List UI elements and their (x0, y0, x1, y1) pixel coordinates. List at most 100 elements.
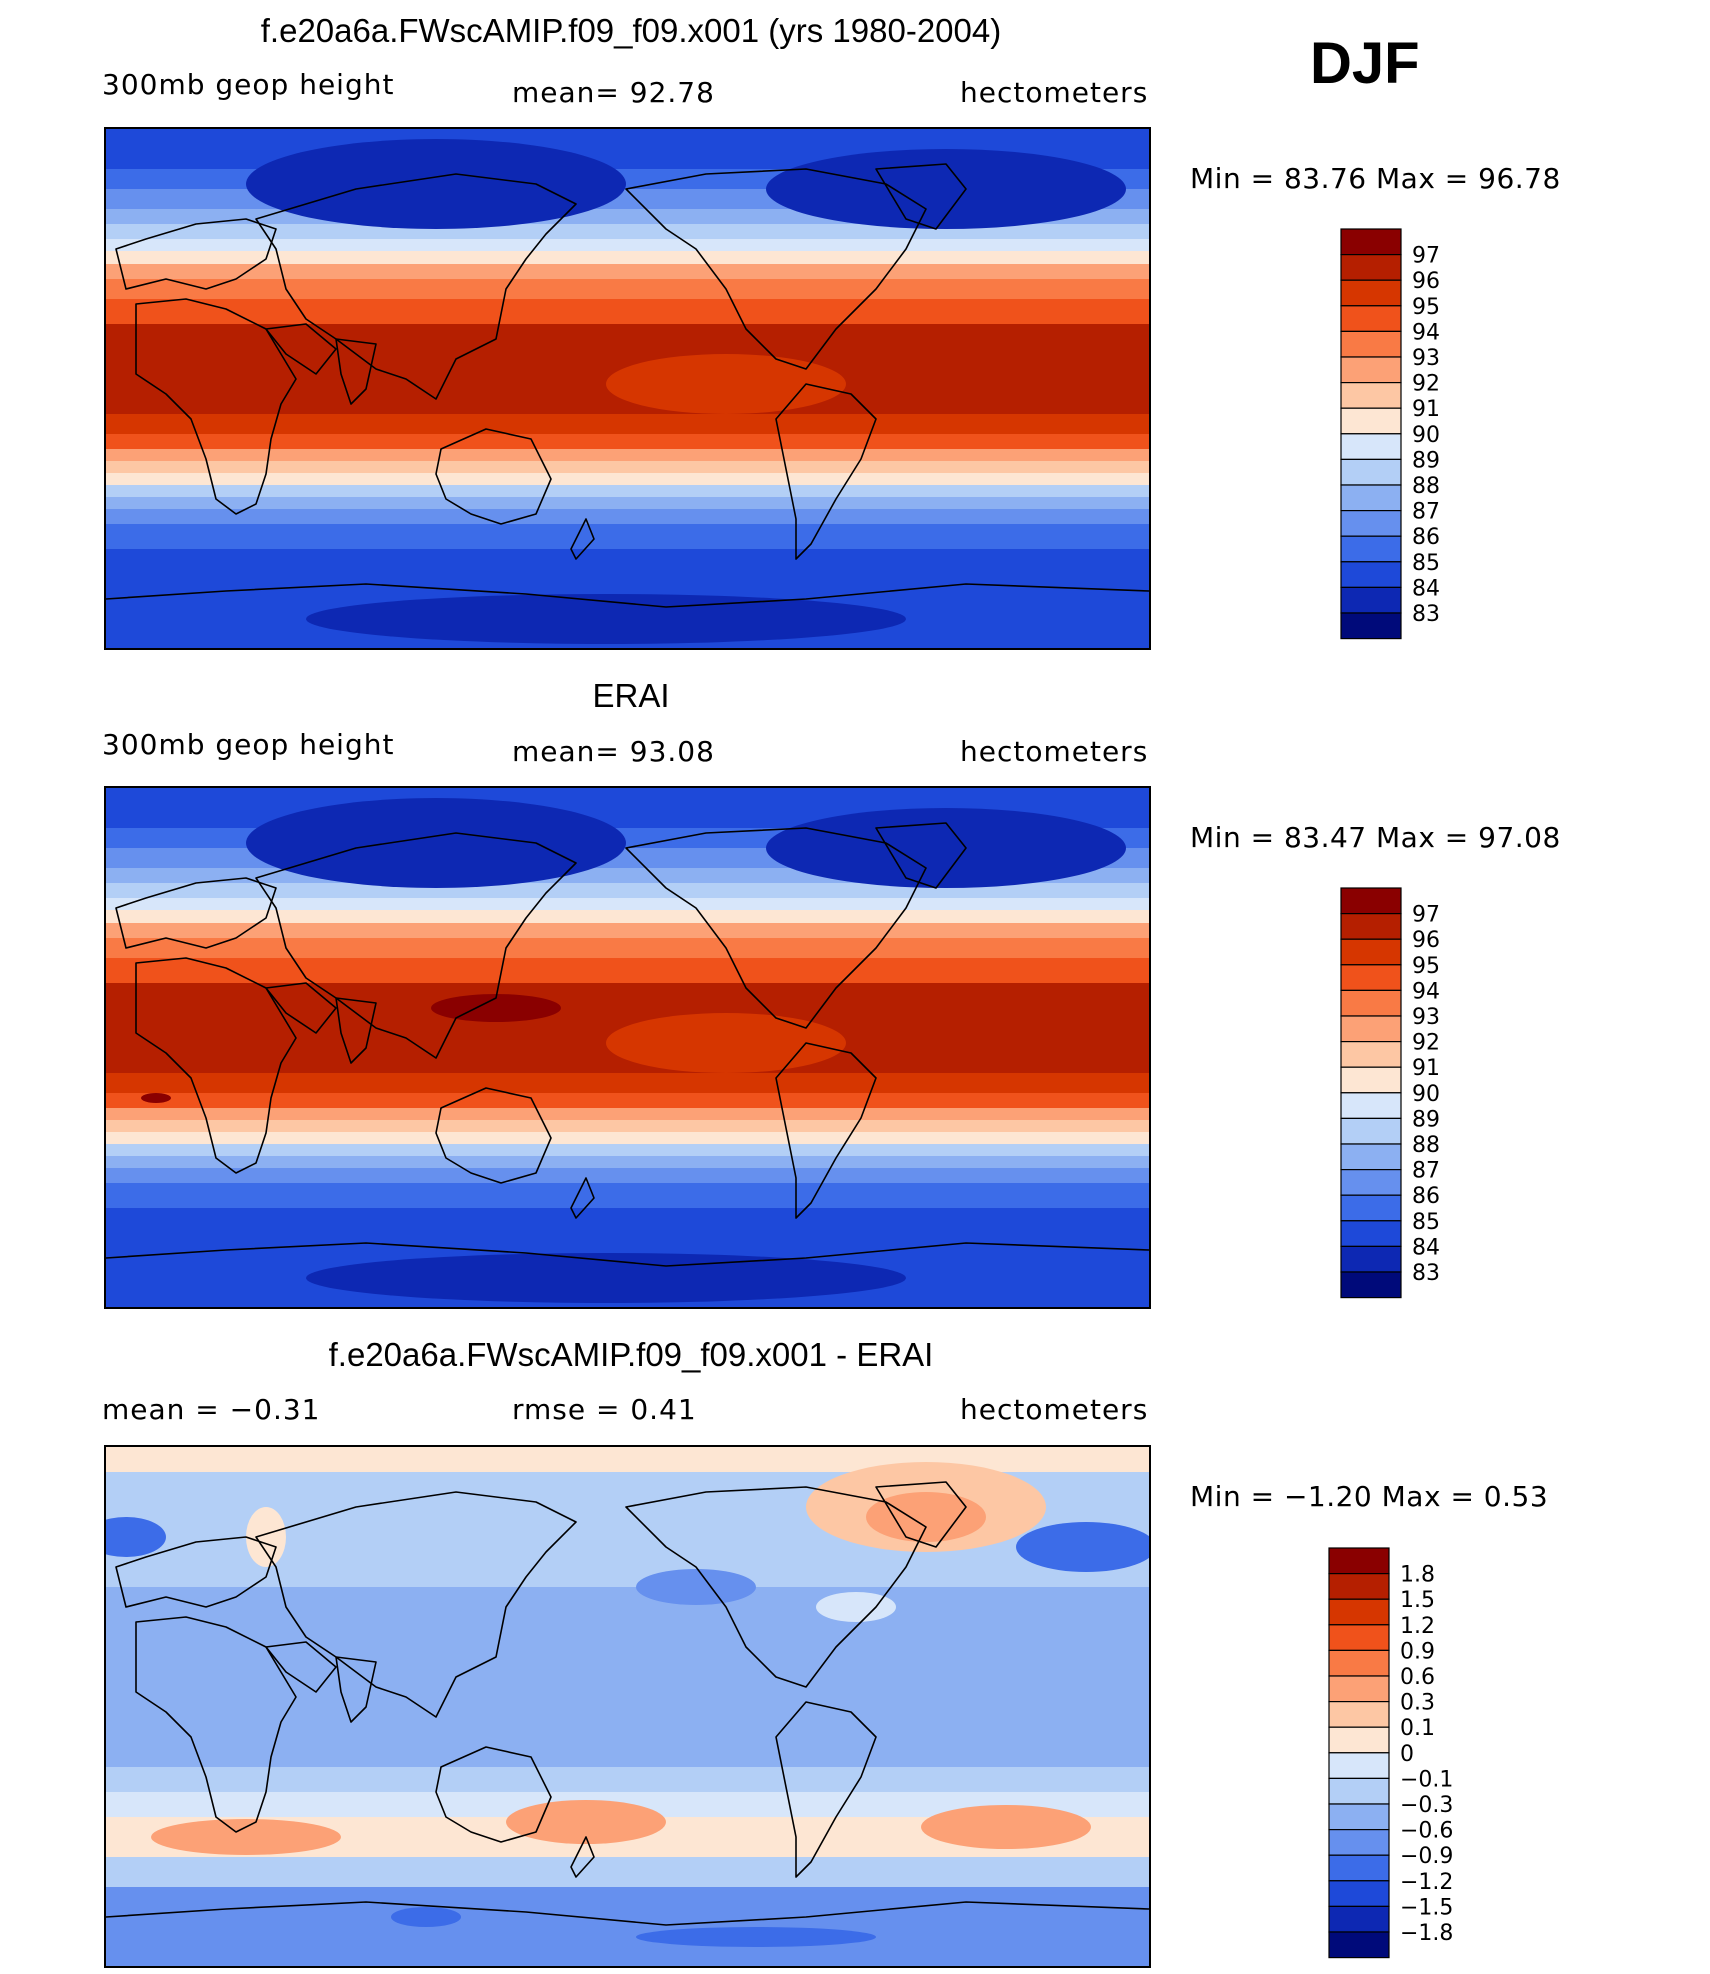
contour-band (106, 264, 1149, 279)
coastline-newzealand (570, 518, 595, 560)
panel-3-colorbar: 1.8 1.5 1.2 0.9 0.6 0.3 0.1 0 −0.1 −0.3 −0.6 −0.9 −1… (1328, 1547, 1478, 1961)
coastline-australia (435, 1746, 552, 1843)
colorbar-swatch (1340, 1066, 1402, 1094)
coastlines (106, 822, 1149, 1267)
panel-3-mean-label: mean = −0.31 (102, 1393, 321, 1426)
coastline-northamerica (625, 827, 927, 1029)
colorbar-swatch (1328, 1854, 1390, 1882)
colorbar-swatch (1340, 254, 1402, 281)
coastline-southamerica (775, 1701, 877, 1878)
colorbar-swatch (1328, 1649, 1390, 1677)
coastline-arabia (265, 323, 337, 375)
coastline-arabia (265, 982, 337, 1034)
contour-blob (606, 1013, 846, 1073)
coastline-southamerica (775, 383, 877, 560)
colorbar-tick-label: −1.2 (1400, 1870, 1453, 1895)
colorbar-swatch (1328, 1598, 1390, 1626)
colorbar-tick-label: −1.8 (1400, 1921, 1453, 1946)
colorbar-tick-label: 90 (1412, 423, 1440, 448)
contour-band (106, 1156, 1149, 1168)
contour-band (106, 524, 1149, 549)
panel-2-variable-label: 300mb geop height (102, 728, 395, 761)
contour-band (106, 239, 1149, 251)
colorbar-swatch (1340, 228, 1402, 256)
panel-2-title: ERAI (592, 677, 670, 714)
contour-field (106, 788, 1149, 1307)
coastline-india (335, 1656, 377, 1723)
contour-blob (151, 1819, 341, 1855)
contour-band (106, 1183, 1149, 1208)
colorbar-swatch (1328, 1624, 1390, 1652)
panel-1-units-label: hectometers (960, 76, 1149, 109)
panel-1-min-max: Min = 83.76 Max = 96.78 (1190, 162, 1561, 195)
colorbar-swatch (1340, 1194, 1402, 1222)
colorbar-tick-label: −0.6 (1400, 1819, 1453, 1844)
contour-blob (636, 1927, 876, 1947)
colorbar-tick-label: 93 (1412, 1005, 1440, 1030)
coastline-india (335, 338, 377, 405)
colorbar-tick-label: 1.8 (1400, 1563, 1435, 1588)
contour-field (106, 129, 1149, 648)
colorbar-swatch (1328, 1547, 1390, 1575)
panel-2-min-max: Min = 83.47 Max = 97.08 (1190, 821, 1561, 854)
panel-3-units-label: hectometers (960, 1393, 1149, 1426)
colorbar-swatch (1340, 586, 1402, 614)
colorbar-swatch (1328, 1573, 1390, 1600)
colorbar-tick-label: 89 (1412, 1107, 1440, 1132)
colorbar-tick-label: −0.1 (1400, 1767, 1453, 1792)
panel-1-mean-label: mean= 92.78 (512, 76, 715, 109)
contour-blob (396, 1627, 636, 1677)
contour-blob (866, 1492, 986, 1542)
colorbar-swatch (1340, 535, 1402, 563)
colorbar-tick-label: 91 (1412, 397, 1440, 422)
contour-blob (246, 139, 626, 229)
colorbar-swatch (1340, 1220, 1402, 1247)
colorbar-tick-label: −0.9 (1400, 1844, 1453, 1869)
colorbar-swatch (1340, 964, 1402, 992)
colorbar-tick-label: 0.6 (1400, 1665, 1435, 1690)
colorbar-swatch (1328, 1905, 1390, 1933)
colorbar-swatch (1340, 407, 1402, 435)
panel-3-title: f.e20a6a.FWscAMIP.f09_f09.x001 - ERAI (328, 1336, 934, 1373)
coastlines (106, 163, 1149, 608)
contour-blob (306, 594, 906, 644)
colorbar-tick-label: 84 (1412, 576, 1440, 601)
colorbar-swatch (1340, 305, 1402, 333)
colorbar-swatch (1340, 1169, 1402, 1196)
panel-1-title: f.e20a6a.FWscAMIP.f09_f09.x001 (yrs 1980… (260, 12, 1002, 49)
colorbar-swatch (1328, 1880, 1390, 1907)
contour-blob (636, 1569, 756, 1605)
colorbar-swatch (1340, 433, 1402, 461)
colorbar-swatch (1340, 1092, 1402, 1120)
panel-3-rmse-label: rmse = 0.41 (512, 1393, 697, 1426)
colorbar-tick-label: 0.9 (1400, 1639, 1435, 1664)
coastline-africa (135, 1616, 297, 1833)
colorbar-swatch (1340, 458, 1402, 486)
coastline-arabia (265, 1641, 337, 1693)
colorbar-swatch (1340, 561, 1402, 588)
colorbar-tick-label: 97 (1412, 244, 1440, 269)
colorbar-swatch (1328, 1675, 1390, 1703)
coastline-antarctica (106, 1901, 1149, 1926)
coastline-asia (255, 832, 577, 1059)
contour-blob (1016, 1522, 1149, 1572)
contour-band (106, 497, 1149, 509)
colorbar-swatch (1340, 612, 1402, 640)
contour-band (106, 1447, 1149, 1472)
colorbar-swatch (1340, 989, 1402, 1017)
colorbar-tick-label: 0 (1400, 1742, 1414, 1767)
coastline-india (335, 997, 377, 1064)
colorbar-tick-label: 94 (1412, 320, 1440, 345)
contour-band (106, 898, 1149, 910)
colorbar-swatch (1328, 1726, 1390, 1754)
season-label: DJF (1310, 31, 1420, 96)
colorbar-tick-label: 87 (1412, 1159, 1440, 1184)
contour-field (106, 1447, 1149, 1966)
contour-band (106, 883, 1149, 898)
colorbar-tick-label: 96 (1412, 928, 1440, 953)
coastline-asia (255, 1491, 577, 1718)
colorbar-swatch (1328, 1931, 1390, 1959)
colorbar-tick-label: 88 (1412, 1133, 1440, 1158)
colorbar-swatch (1340, 913, 1402, 940)
colorbar-swatch (1328, 1803, 1390, 1831)
